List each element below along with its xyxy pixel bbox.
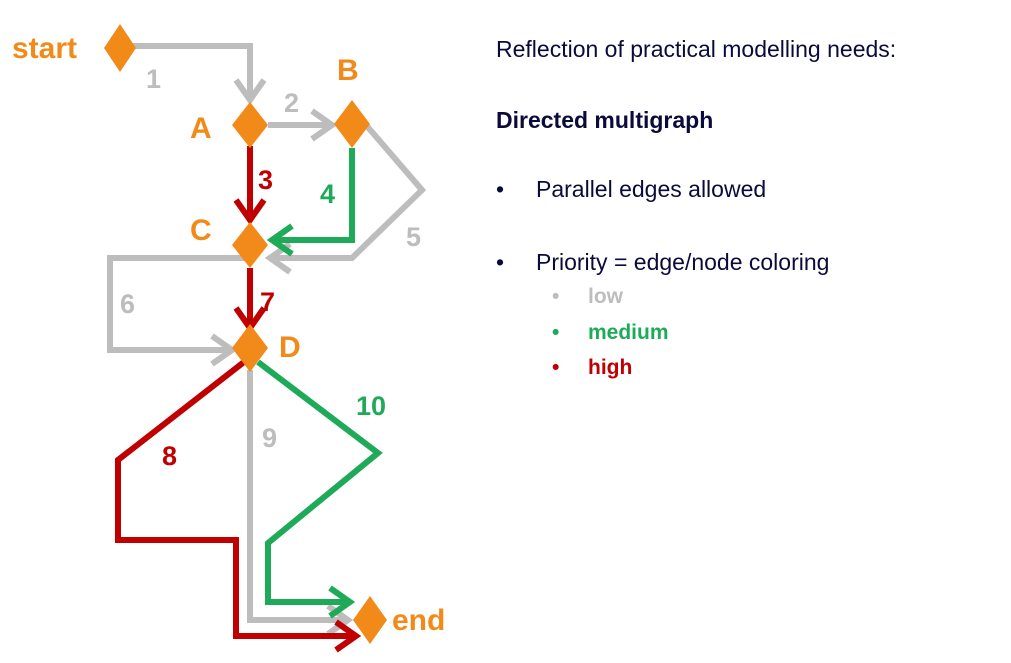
node-label-d: D — [279, 331, 301, 364]
node-c — [232, 222, 268, 268]
edge-label-10: 10 — [356, 391, 386, 421]
bullet-dot: • — [496, 249, 505, 275]
priority-level-label: medium — [588, 321, 669, 344]
edge-9 — [247, 370, 348, 623]
edge-1 — [132, 43, 253, 100]
node-b — [334, 100, 370, 148]
edge-8-arrowhead — [334, 619, 362, 653]
edge-4-arrowhead — [266, 223, 294, 257]
node-label-c: C — [190, 214, 212, 247]
edge-label-5: 5 — [406, 222, 421, 252]
edge-3-arrowhead — [233, 198, 267, 226]
node-a — [232, 102, 268, 148]
panel-heading: Reflection of practical modelling needs: — [496, 36, 897, 62]
edge-10-arrowhead — [328, 585, 356, 619]
node-start — [104, 24, 136, 72]
edge-6-arrowhead — [210, 333, 238, 367]
priority-level-label: low — [588, 285, 623, 308]
edge-4 — [272, 148, 355, 243]
priority-level-high: • high — [552, 356, 632, 380]
edge-1-arrowhead — [233, 78, 267, 106]
edge-8 — [115, 359, 356, 639]
edge-10 — [256, 359, 383, 605]
priority-level-label: high — [588, 356, 633, 379]
edge-label-3: 3 — [258, 165, 273, 195]
bullet-priority: • Priority = edge/node coloring — [496, 249, 829, 276]
bullet-dot: • — [552, 285, 560, 308]
node-label-b: B — [337, 54, 359, 87]
edge-5 — [270, 123, 427, 261]
node-d — [232, 324, 268, 372]
node-label-start: start — [12, 32, 77, 65]
edge-label-4: 4 — [320, 179, 335, 209]
edge-label-6: 6 — [120, 289, 135, 319]
node-label-end: end — [392, 604, 445, 637]
bullet-dot: • — [552, 356, 560, 379]
priority-level-low: • low — [552, 285, 623, 309]
node-label-a: A — [190, 112, 212, 145]
edge-label-1: 1 — [146, 64, 161, 94]
panel-subheading: Directed multigraph — [496, 107, 714, 133]
edge-label-8: 8 — [162, 441, 177, 471]
bullet-text: Priority = edge/node coloring — [536, 249, 830, 275]
edge-6 — [107, 255, 250, 353]
edge-label-9: 9 — [262, 423, 277, 453]
bullet-text: Parallel edges allowed — [536, 176, 767, 202]
node-end — [353, 596, 387, 644]
bullet-parallel-edges: • Parallel edges allowed — [496, 176, 766, 203]
edge-2-arrowhead — [310, 108, 338, 142]
edge-label-2: 2 — [284, 88, 299, 118]
priority-level-medium: • medium — [552, 321, 669, 345]
bullet-dot: • — [552, 321, 560, 344]
edge-label-7: 7 — [260, 287, 275, 317]
bullet-dot: • — [496, 176, 505, 202]
